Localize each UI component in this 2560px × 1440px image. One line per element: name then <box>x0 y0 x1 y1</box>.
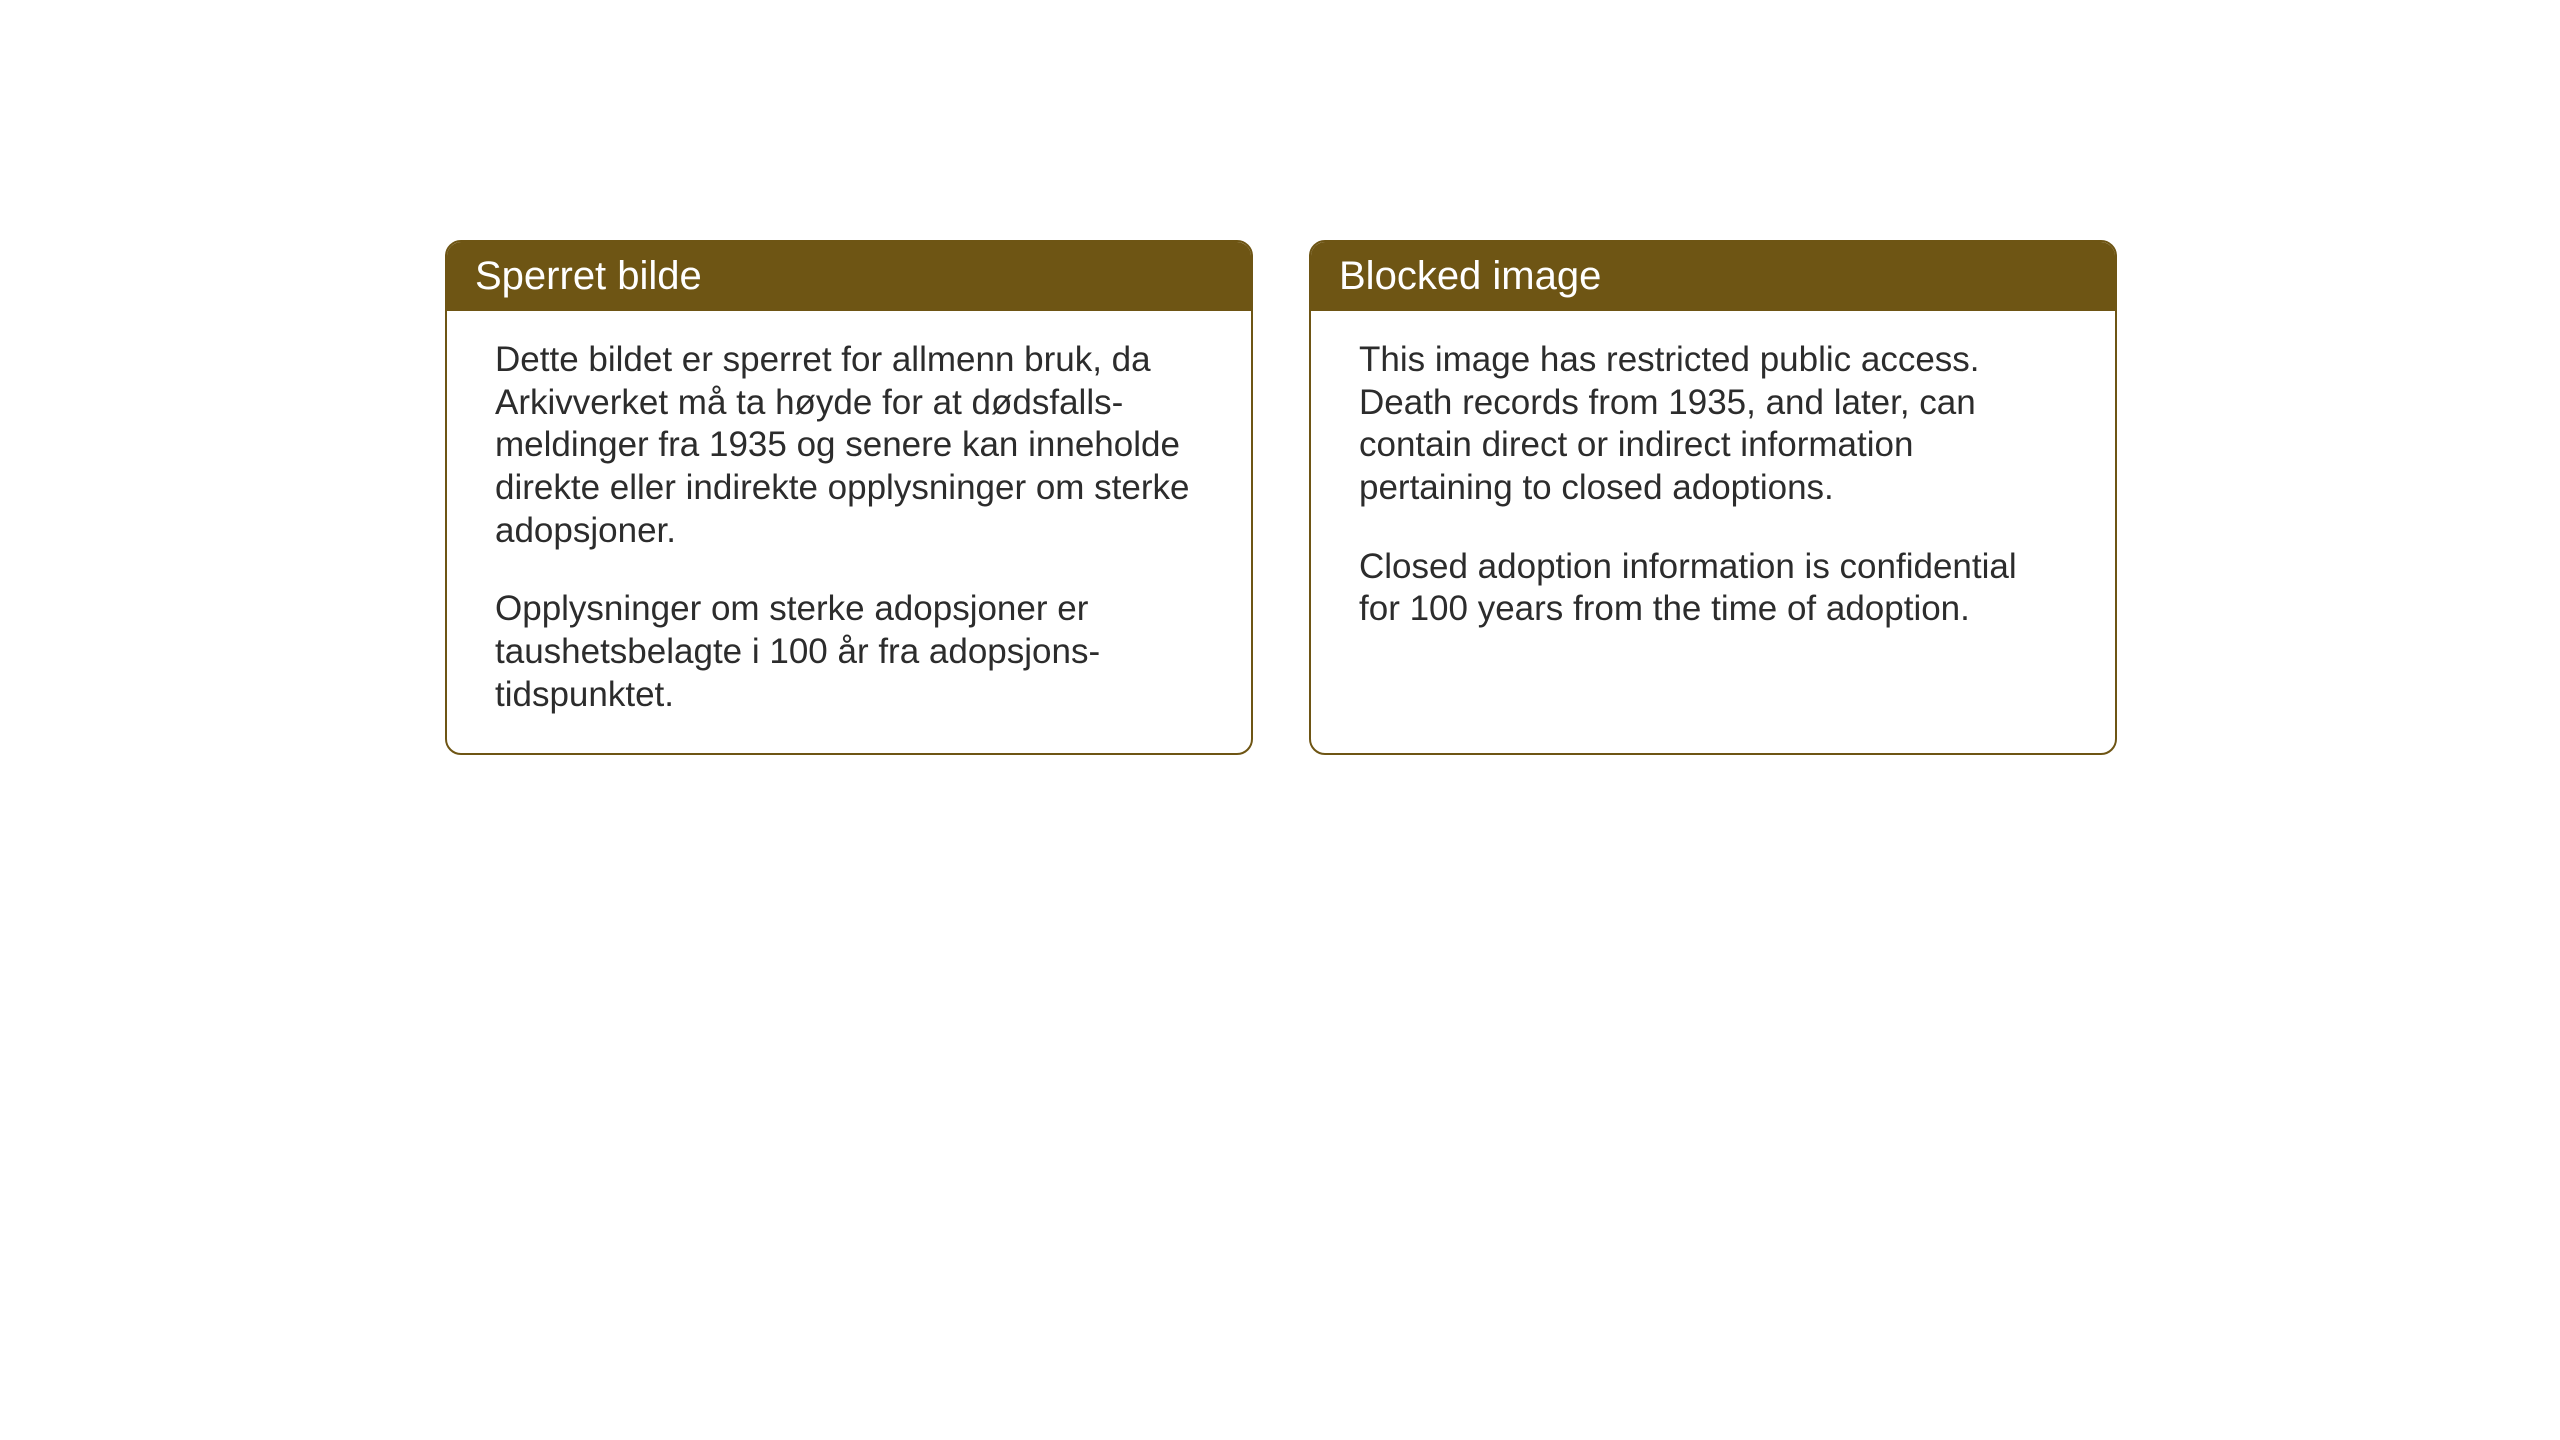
card-english: Blocked image This image has restricted … <box>1309 240 2117 755</box>
card-title-norwegian: Sperret bilde <box>475 254 702 298</box>
paragraph-norwegian-2: Opplysninger om sterke adopsjoner er tau… <box>495 588 1203 716</box>
paragraph-norwegian-1: Dette bildet er sperret for allmenn bruk… <box>495 339 1203 552</box>
paragraph-english-1: This image has restricted public access.… <box>1359 339 2067 510</box>
card-title-english: Blocked image <box>1339 254 1601 298</box>
cards-container: Sperret bilde Dette bildet er sperret fo… <box>445 240 2117 755</box>
card-body-english: This image has restricted public access.… <box>1311 311 2115 667</box>
paragraph-english-2: Closed adoption information is confident… <box>1359 546 2067 631</box>
card-header-norwegian: Sperret bilde <box>447 242 1251 311</box>
card-header-english: Blocked image <box>1311 242 2115 311</box>
card-norwegian: Sperret bilde Dette bildet er sperret fo… <box>445 240 1253 755</box>
card-body-norwegian: Dette bildet er sperret for allmenn bruk… <box>447 311 1251 753</box>
